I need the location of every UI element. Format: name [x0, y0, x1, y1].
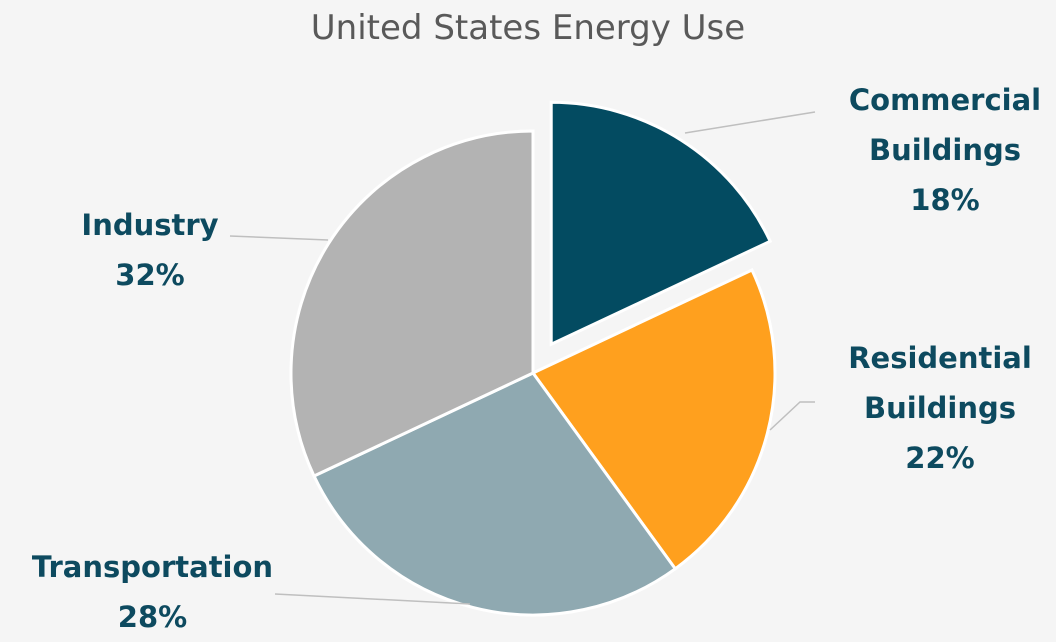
pie-slice: [549, 100, 773, 347]
slice-label: Transportation: [31, 550, 274, 584]
leader-line: [769, 401, 815, 431]
slice-value-label: 32%: [115, 258, 185, 292]
slice-label: Residential Buildings: [848, 341, 1032, 425]
leader-line: [684, 111, 816, 134]
slice-label: Commercial Buildings: [848, 83, 1042, 167]
slice-value-label: 28%: [117, 600, 188, 634]
slice-label: Industry: [81, 208, 219, 242]
slice-value-label: 18%: [910, 183, 980, 217]
pie-slice: [312, 371, 678, 617]
chart-title: United States Energy Use: [310, 8, 746, 48]
leader-line: [229, 235, 329, 241]
slice-value-label: 22%: [905, 441, 975, 475]
pie-slice: [289, 129, 535, 479]
pie-slice: [530, 267, 777, 571]
leader-line: [274, 593, 471, 605]
